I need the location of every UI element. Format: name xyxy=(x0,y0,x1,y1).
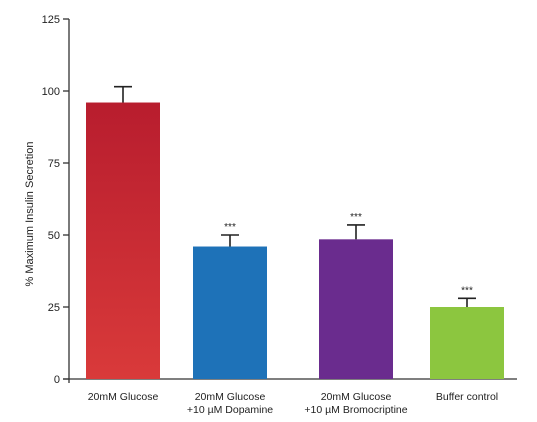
x-category-label: 20mM Glucose xyxy=(195,391,266,403)
significance-marker: *** xyxy=(224,222,236,233)
y-tick-label: 50 xyxy=(48,230,60,242)
chart-labels: 0 25 50 75 100 125 20mM Glucose *** 20mM Glucose… xyxy=(42,14,498,416)
significance-marker: *** xyxy=(350,212,362,223)
significance-marker: *** xyxy=(461,285,473,296)
x-category-label: +10 µM Bromocriptine xyxy=(304,404,407,416)
y-tick-label: 0 xyxy=(54,374,60,386)
x-category-label: 20mM Glucose xyxy=(88,391,159,403)
bar xyxy=(319,239,393,379)
y-tick-label: 100 xyxy=(42,86,60,98)
y-tick-label: 25 xyxy=(48,302,60,314)
x-category-label: Buffer control xyxy=(436,391,498,403)
chart-bars xyxy=(86,85,504,380)
bar xyxy=(86,102,160,380)
y-tick-label: 125 xyxy=(42,14,60,26)
y-axis-title: % Maximum Insulin Secretion xyxy=(24,142,36,287)
bar xyxy=(193,246,267,379)
y-tick-label: 75 xyxy=(48,158,60,170)
x-category-label: +10 µM Dopamine xyxy=(187,404,273,416)
bar xyxy=(430,307,504,379)
x-category-label: 20mM Glucose xyxy=(321,391,392,403)
